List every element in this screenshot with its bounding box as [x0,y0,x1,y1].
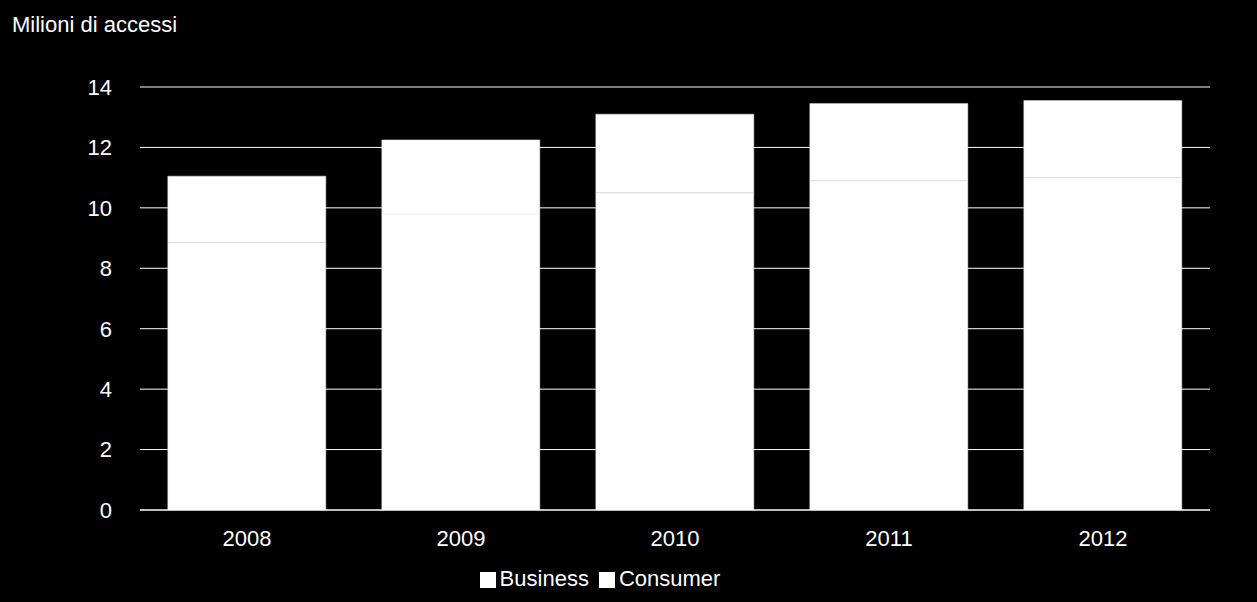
svg-text:2009: 2009 [437,526,486,551]
svg-text:0: 0 [100,498,112,523]
svg-text:2011: 2011 [865,526,912,551]
html-text:Consumer: Consumer [618,566,721,591]
svg-text:2010: 2010 [651,526,700,551]
svg-text:8: 8 [100,256,112,281]
svg-text:2012: 2012 [1079,526,1128,551]
svg-text:2: 2 [100,437,112,462]
html-text:Milioni di accessi: Milioni di accessi [12,12,178,37]
html-text:Business: Business [499,566,589,591]
svg-text:6: 6 [100,317,112,342]
svg-text:10: 10 [88,196,112,221]
svg-text:14: 14 [88,75,112,100]
svg-text:12: 12 [88,135,112,160]
svg-text:2008: 2008 [223,526,272,551]
svg-text:4: 4 [100,377,112,402]
